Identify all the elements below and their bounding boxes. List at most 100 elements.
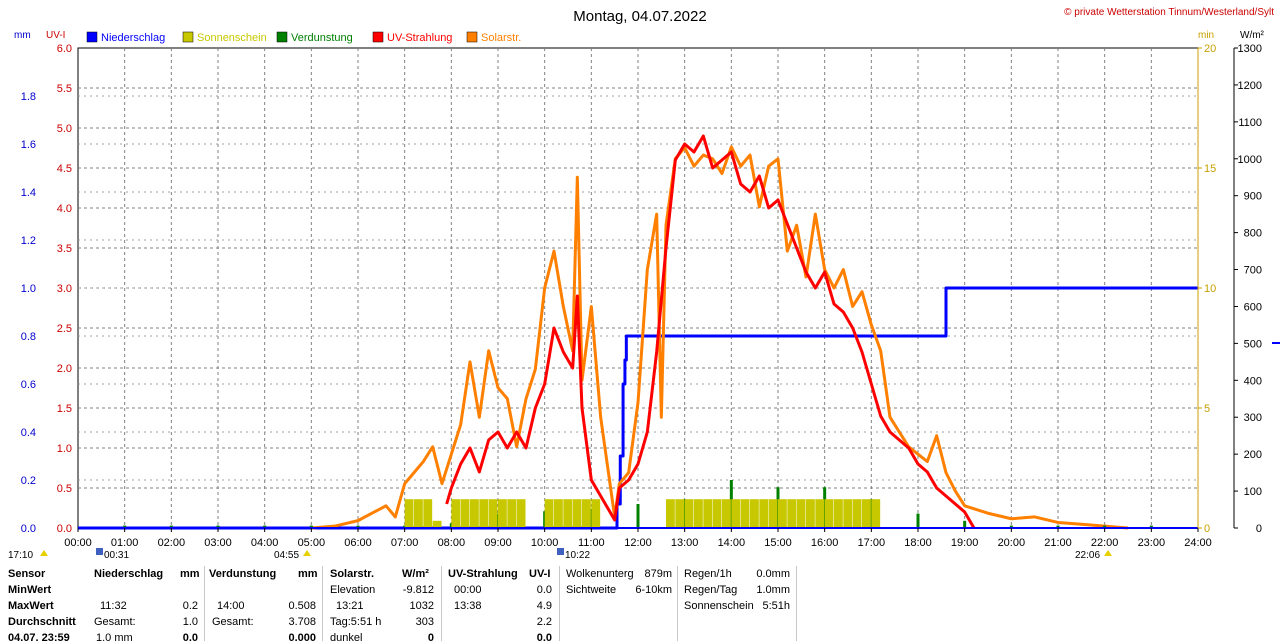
niederschlag-max-value: 0.2 [182, 600, 198, 612]
uvi-tick-label: 6.0 [57, 43, 72, 55]
col-rain: Regen/1h 0.0mm Regen/Tag 1.0mm Sonnensch… [678, 566, 796, 641]
sunshine-bar [460, 499, 470, 528]
x-tick-label: 11:00 [578, 537, 605, 549]
sunshine-bar [862, 499, 871, 528]
min-tick-label: 5 [1204, 403, 1210, 415]
niederschlag-last-value: 0.0 [182, 632, 198, 644]
uvi-tick-label: 4.5 [57, 163, 72, 175]
wm2-tick-label: 800 [1244, 228, 1262, 240]
mm-tick-label: 1.6 [21, 139, 36, 151]
series-sonnenschein [404, 499, 881, 528]
x-tick-label: 03:00 [204, 537, 232, 549]
uvi-tick-label: 4.0 [57, 203, 72, 215]
x-tick-label: 18:00 [904, 537, 932, 549]
sunshine-bar [722, 499, 731, 528]
wm2-tick-label: 1200 [1238, 80, 1262, 92]
niederschlag-total-value: 1.0 [182, 616, 198, 628]
x-tick-label: 08:00 [438, 537, 466, 549]
copyright-label: © private Wetterstation Tinnum/Westerlan… [1064, 7, 1274, 18]
sunshine-value: 5:51h [762, 600, 790, 612]
sunshine-bar [572, 499, 582, 528]
solar-avg-value: 303 [415, 616, 434, 628]
series-niederschlag [78, 286, 1198, 530]
solar-min-value: -9.812 [402, 584, 434, 596]
wm2-tick-label: 900 [1244, 191, 1262, 203]
wm2-tick-label: 1000 [1238, 154, 1262, 166]
min-tick-label: 15 [1204, 163, 1216, 175]
sunset-time: 22:06 [1075, 550, 1100, 561]
solar-unit: W/m² [402, 568, 429, 580]
min-tick-label: 10 [1204, 283, 1216, 295]
sunset-icon [1104, 550, 1112, 556]
unit-uvi: UV-I [46, 30, 65, 41]
x-tick-label: 22:00 [1091, 537, 1119, 549]
sunshine-bar [488, 499, 498, 528]
sun-icon [40, 550, 48, 556]
sunshine-bar [778, 499, 787, 528]
mm-tick-label: 1.8 [21, 91, 36, 103]
series-line-uv-strahlung [445, 134, 976, 529]
sensor-header: Sensor [8, 568, 46, 580]
uvi-tick-label: 0.5 [57, 483, 72, 495]
x-tick-label: 04:00 [251, 537, 279, 549]
legend-swatch [86, 31, 98, 43]
sunshine-label: Sonnenschein [684, 600, 754, 612]
verdunstung-header: Verdunstung [209, 568, 277, 580]
x-tick-label: 12:00 [624, 537, 652, 549]
x-tick-label: 05:00 [298, 537, 326, 549]
sunshine-bar [516, 499, 526, 528]
separator [441, 566, 442, 641]
sunshine-bar [694, 499, 703, 528]
sensor-min: MinWert [8, 584, 52, 596]
uvi-tick-label: 3.5 [57, 243, 72, 255]
x-tick-label: 17:00 [858, 537, 886, 549]
mm-tick-label: 1.0 [21, 283, 36, 295]
legend-swatch [372, 31, 384, 43]
niederschlag-max-time: 11:32 [100, 600, 127, 612]
niederschlag-total-label: Gesamt: [94, 616, 136, 628]
separator [204, 566, 205, 641]
sunshine-bar [507, 499, 517, 528]
cloudbase-value: 879m [644, 568, 672, 580]
x-tick-label: 09:00 [484, 537, 512, 549]
mm-tick-label: 0.8 [21, 331, 36, 343]
wm2-tick-label: 0 [1256, 523, 1262, 535]
legend-swatch [182, 31, 194, 43]
series-uv-strahlung [445, 134, 976, 529]
sunshine-bar [740, 499, 750, 528]
uv-max-time: 13:38 [454, 600, 482, 612]
uv-avg-value: 2.2 [536, 616, 552, 628]
verdunstung-total-label: Gesamt: [212, 616, 254, 628]
x-tick-label: 02:00 [158, 537, 186, 549]
uv-max-value: 4.9 [536, 600, 552, 612]
wm2-tick-label: 1300 [1238, 43, 1262, 55]
wm2-tick-label: 200 [1244, 449, 1262, 461]
sunshine-bar [404, 499, 414, 528]
x-tick-label: 23:00 [1138, 537, 1166, 549]
x-tick-label: 24:00 [1184, 537, 1212, 549]
uvi-tick-label: 1.5 [57, 403, 72, 415]
uvi-tick-label: 0.0 [57, 523, 72, 535]
unit-wm2: W/m² [1240, 30, 1265, 41]
solar-last-label: dunkel [330, 632, 363, 644]
sunshine-bar [703, 499, 713, 528]
wm2-tick-label: 1100 [1238, 117, 1262, 129]
x-tick-label: 13:00 [671, 537, 699, 549]
verdunstung-max-time: 14:00 [217, 600, 245, 612]
sensor-max: MaxWert [8, 600, 54, 612]
uv-unit: UV-I [529, 568, 551, 580]
sunshine-bar [554, 499, 563, 528]
sunshine-bar [768, 499, 778, 528]
sunshine-bar [806, 499, 815, 528]
legend-label: Solarstr. [481, 32, 521, 44]
sunshine-bar [591, 499, 601, 528]
legend-label: Niederschlag [101, 32, 165, 44]
solar-header: Solarstr. [330, 568, 375, 580]
min-tick-label: 0 [1204, 523, 1210, 535]
rain-1h-label: Regen/1h [684, 568, 732, 580]
sunshine-bar [451, 499, 461, 528]
sunrise-icon [303, 550, 311, 556]
rain-1h-value: 0.0mm [756, 568, 790, 580]
uv-last-value: 0.0 [536, 632, 552, 644]
